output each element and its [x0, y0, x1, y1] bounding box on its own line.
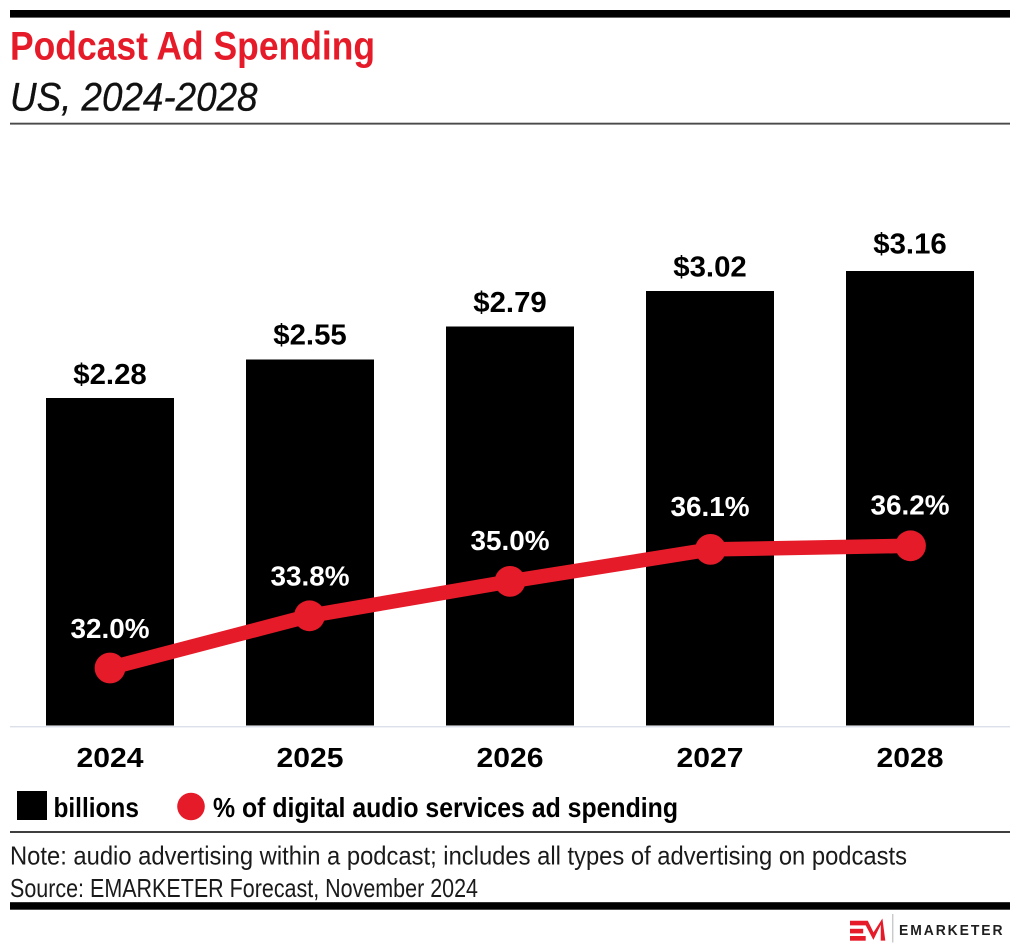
svg-text:$2.55: $2.55	[273, 320, 347, 352]
svg-text:36.2%: 36.2%	[871, 490, 950, 521]
svg-text:2028: 2028	[877, 742, 944, 773]
svg-text:US, 2024-2028: US, 2024-2028	[10, 75, 258, 119]
svg-text:% of digital audio services ad: % of digital audio services ad spending	[213, 792, 678, 823]
svg-text:36.1%: 36.1%	[671, 491, 750, 522]
svg-text:Note: audio advertising within: Note: audio advertising within a podcast…	[10, 841, 907, 871]
svg-text:$2.79: $2.79	[473, 287, 547, 319]
svg-text:billions: billions	[54, 792, 139, 823]
svg-text:$2.28: $2.28	[73, 359, 147, 391]
svg-text:$3.16: $3.16	[873, 229, 947, 261]
svg-text:Podcast Ad Spending: Podcast Ad Spending	[10, 25, 375, 69]
svg-text:$3.02: $3.02	[673, 252, 747, 284]
svg-text:EMARKETER: EMARKETER	[899, 923, 1005, 939]
svg-text:2025: 2025	[277, 742, 344, 773]
svg-text:2027: 2027	[677, 742, 744, 773]
svg-text:32.0%: 32.0%	[71, 613, 150, 644]
svg-text:35.0%: 35.0%	[471, 525, 550, 556]
svg-text:33.8%: 33.8%	[271, 560, 350, 591]
svg-text:2024: 2024	[77, 742, 144, 773]
svg-text:2026: 2026	[477, 742, 544, 773]
svg-text:Source: EMARKETER Forecast, No: Source: EMARKETER Forecast, November 202…	[10, 873, 478, 903]
